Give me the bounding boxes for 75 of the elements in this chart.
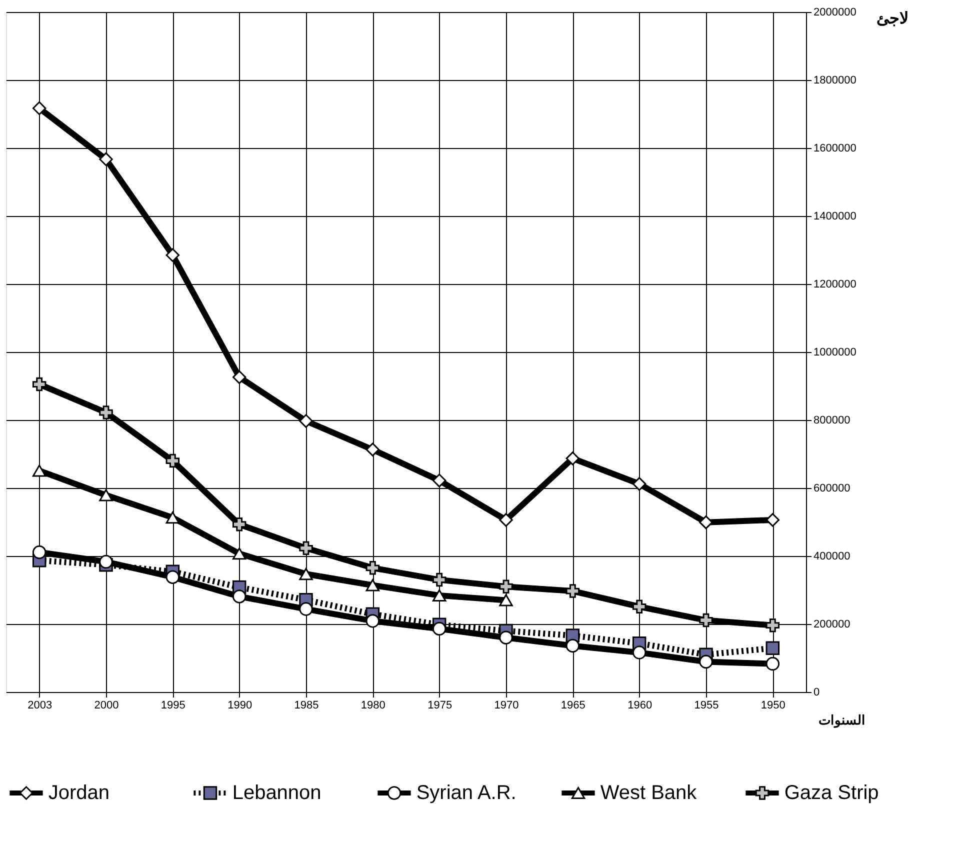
legend-label: Lebannon — [232, 782, 322, 804]
x-tick-label: 1985 — [294, 700, 319, 712]
point — [432, 572, 446, 587]
point — [699, 654, 713, 669]
point — [99, 152, 113, 166]
point — [32, 377, 46, 392]
point — [166, 512, 180, 524]
x-tick-label: 1955 — [694, 700, 719, 712]
y-tick-label: 2000000 — [814, 6, 856, 18]
point — [166, 248, 180, 262]
y-tick-label: 200000 — [814, 618, 850, 630]
y-tick-label: 1400000 — [814, 210, 856, 222]
y-tick-label: 1800000 — [814, 74, 856, 86]
point — [99, 489, 113, 502]
point — [299, 414, 313, 428]
point — [699, 515, 713, 530]
x-tick-label: 1995 — [160, 700, 186, 712]
y-tick-label: 1000000 — [814, 346, 856, 358]
x-tick-label: 1990 — [228, 700, 252, 712]
point — [699, 613, 713, 628]
y-tick-label: 1600000 — [814, 142, 856, 154]
point — [232, 370, 246, 384]
legend-label: Gaza Strip — [784, 782, 879, 804]
point — [499, 630, 513, 644]
x-axis-title: السنوات — [818, 712, 866, 728]
point — [566, 638, 580, 653]
point — [32, 464, 46, 477]
point — [366, 442, 380, 456]
point — [766, 618, 780, 632]
point — [299, 568, 313, 580]
point — [499, 513, 513, 527]
point — [99, 554, 113, 569]
point — [766, 513, 780, 527]
point — [366, 579, 380, 592]
point — [632, 646, 646, 660]
point — [566, 452, 580, 466]
point — [299, 541, 313, 556]
y-axis-title: لاجئ — [876, 10, 908, 28]
point — [499, 580, 513, 594]
point — [32, 545, 46, 560]
point — [432, 474, 446, 488]
y-tick-label: 800000 — [814, 414, 850, 426]
x-tick-label: 2000 — [94, 700, 119, 712]
point — [566, 584, 580, 598]
x-tick-label: 1960 — [628, 700, 652, 712]
x-tick-label: 1970 — [494, 700, 519, 712]
point — [232, 548, 246, 560]
point — [299, 602, 313, 616]
point — [766, 641, 780, 656]
point — [166, 570, 180, 584]
point — [632, 600, 646, 614]
x-tick-label: 1980 — [360, 700, 386, 712]
point — [432, 622, 446, 636]
y-tick-label: 400000 — [814, 550, 850, 562]
point — [499, 594, 513, 606]
point — [232, 518, 246, 532]
point — [432, 589, 446, 602]
point — [32, 101, 46, 116]
point — [632, 477, 646, 491]
y-tick-label: 0 — [814, 686, 820, 698]
y-tick-label: 1200000 — [814, 278, 856, 290]
point — [166, 454, 180, 468]
legend-label: West Bank — [600, 782, 698, 804]
x-tick-label: 1975 — [428, 700, 452, 712]
point — [366, 561, 380, 575]
y-tick-label: 600000 — [814, 482, 850, 494]
point — [766, 656, 780, 671]
point — [232, 590, 246, 604]
x-tick-label: 1950 — [760, 700, 786, 712]
legend-label: Syrian A.R. — [416, 782, 516, 804]
legend-label: Jordan — [48, 782, 110, 804]
x-tick-label: 1965 — [560, 700, 586, 712]
point — [99, 406, 113, 420]
x-tick-label: 2003 — [28, 700, 52, 712]
point — [366, 614, 380, 628]
